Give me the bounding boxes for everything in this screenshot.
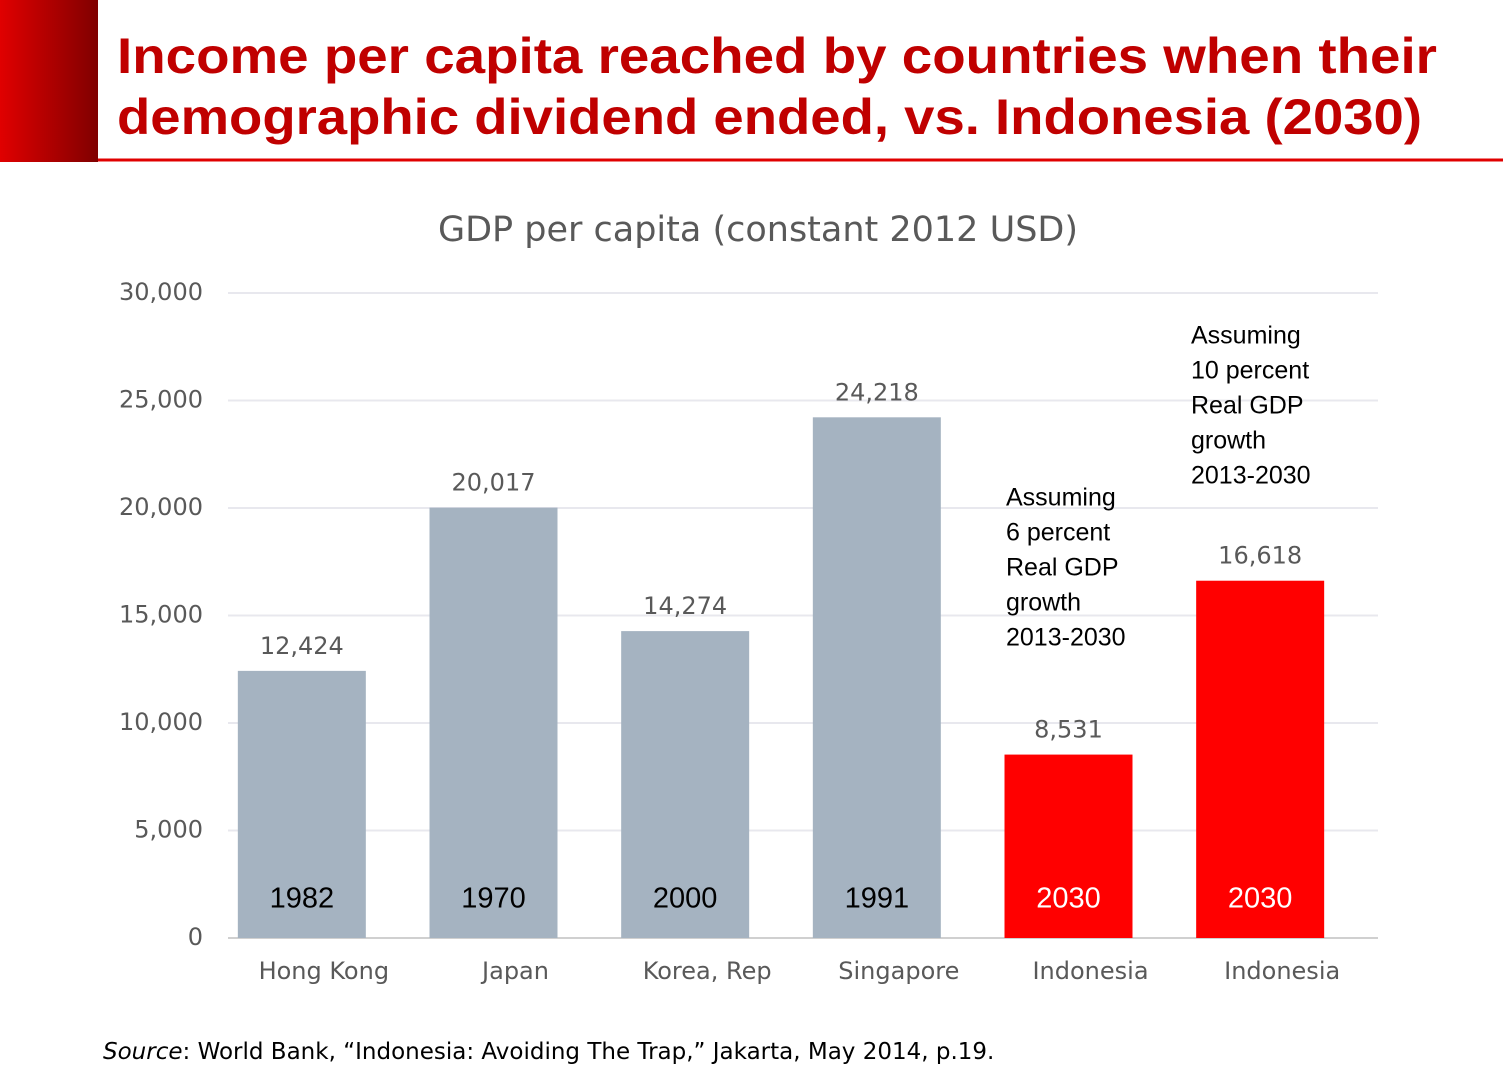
y-tick-label: 5,000 bbox=[134, 816, 203, 844]
annotation: Assuming bbox=[1191, 322, 1301, 350]
bar bbox=[1196, 580, 1325, 938]
year-label: 2030 bbox=[1036, 883, 1101, 915]
x-tick-label: Indonesia bbox=[1032, 957, 1148, 985]
annotation: growth bbox=[1191, 427, 1266, 455]
y-tick-label: 15,000 bbox=[119, 601, 203, 629]
source-text: : World Bank, “Indonesia: Avoiding The T… bbox=[183, 1039, 995, 1065]
value-label: 24,218 bbox=[835, 378, 919, 406]
year-label: 2000 bbox=[653, 883, 718, 915]
annotation: growth bbox=[1006, 589, 1081, 617]
y-tick-label: 0 bbox=[188, 923, 203, 951]
slide-title: Income per capita reached by countries w… bbox=[117, 28, 1437, 84]
x-tick-label: Indonesia bbox=[1224, 957, 1340, 985]
annotation: 10 percent bbox=[1191, 357, 1309, 385]
annotation: 6 percent bbox=[1006, 519, 1110, 547]
value-label: 20,017 bbox=[452, 469, 536, 497]
y-tick-label: 10,000 bbox=[119, 708, 203, 736]
annotation: Assuming bbox=[1006, 484, 1116, 512]
year-label: 1991 bbox=[845, 883, 910, 915]
annotation: 2013-2030 bbox=[1006, 624, 1126, 652]
value-label: 12,424 bbox=[260, 632, 344, 660]
annotation: Real GDP bbox=[1006, 554, 1119, 582]
value-label: 14,274 bbox=[643, 592, 727, 620]
y-tick-label: 25,000 bbox=[119, 386, 203, 414]
x-tick-label: Singapore bbox=[838, 957, 959, 985]
annotation: 2013-2030 bbox=[1191, 462, 1311, 490]
annotation: Real GDP bbox=[1191, 392, 1304, 420]
x-tick-label: Korea, Rep bbox=[643, 957, 772, 985]
chart-title: GDP per capita (constant 2012 USD) bbox=[438, 210, 1078, 250]
source: Source: World Bank, “Indonesia: Avoiding… bbox=[103, 1039, 994, 1065]
y-tick-label: 30,000 bbox=[119, 278, 203, 306]
year-label: 2030 bbox=[1228, 883, 1293, 915]
bar bbox=[237, 670, 366, 938]
x-tick-label: Japan bbox=[480, 957, 549, 985]
value-label: 16,618 bbox=[1218, 542, 1302, 570]
slide-title: demographic dividend ended, vs. Indonesi… bbox=[117, 89, 1422, 145]
bar bbox=[429, 507, 558, 938]
x-tick-label: Hong Kong bbox=[259, 957, 389, 985]
y-tick-label: 20,000 bbox=[119, 493, 203, 521]
year-label: 1970 bbox=[461, 883, 526, 915]
bar bbox=[1004, 754, 1133, 938]
source-label: Source bbox=[103, 1039, 183, 1065]
title-accent bbox=[0, 0, 98, 162]
value-label: 8,531 bbox=[1034, 716, 1103, 744]
bar bbox=[812, 417, 941, 938]
bar bbox=[621, 631, 750, 938]
year-label: 1982 bbox=[270, 883, 335, 915]
